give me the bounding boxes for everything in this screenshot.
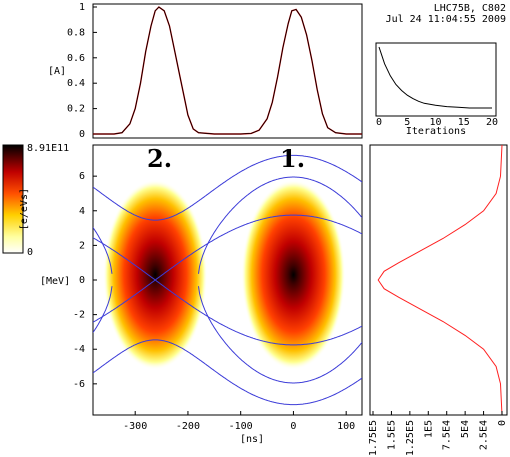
energy-line xyxy=(377,144,503,416)
profile-ytick-label: 0.6 xyxy=(67,53,85,64)
iterations-frame xyxy=(375,42,497,117)
phase-ytick-label: 2 xyxy=(79,240,85,251)
iterations-xtick-label: 15 xyxy=(458,117,470,128)
iterations-series-line xyxy=(378,46,492,109)
phase-xtick-label: 0 xyxy=(290,421,296,432)
energy-series-line xyxy=(377,144,503,416)
profile-series-line xyxy=(93,6,362,135)
energy-xtick-label: 1.25E5 xyxy=(405,420,416,456)
bunch-density xyxy=(103,179,208,370)
phase-xtick-label: 100 xyxy=(337,421,355,432)
separatrix-curve xyxy=(93,279,362,346)
profile-lines xyxy=(93,6,362,135)
profile-ytick-label: 0.4 xyxy=(67,78,85,89)
colorbar-min: 0 xyxy=(27,247,33,258)
colorbar-gradient xyxy=(2,144,24,254)
colorbar: 8.91E11 [e/eVs] 0 xyxy=(2,143,69,258)
separatrix-lines xyxy=(93,154,362,406)
header-line-2: Jul 24 11:04:55 2009 xyxy=(386,14,506,25)
profile-ytick-label: 0.8 xyxy=(67,27,85,38)
phase-xtick-label: -300 xyxy=(123,421,147,432)
separatrix-curve xyxy=(198,176,362,274)
profile-ylabel: [A] xyxy=(48,66,66,77)
separatrix-curve xyxy=(93,214,362,281)
bunch-label-2: 2. xyxy=(147,144,172,173)
energy-xtick-label: 7.5E4 xyxy=(442,420,453,450)
separatrix-curve xyxy=(93,227,113,274)
energy-x-ticks: 1.75E5 1.5E5 1.25E5 1E5 7.5E4 5E4 2.5E4 0 xyxy=(368,411,508,456)
phase-xtick-label: -200 xyxy=(176,421,200,432)
bunch-label-1: 1. xyxy=(280,144,305,173)
phase-ytick-label: 4 xyxy=(79,206,85,217)
iterations-x-ticks: 0 5 10 15 20 xyxy=(376,117,498,128)
energy-projection-panel: 1.75E5 1.5E5 1.25E5 1E5 7.5E4 5E4 2.5E4 0 xyxy=(368,144,508,456)
profile-ytick-label: 0.2 xyxy=(67,104,85,115)
profile-frame xyxy=(92,3,363,139)
energy-xtick-label: 1E5 xyxy=(423,420,434,438)
phase-ytick-label: -4 xyxy=(73,344,85,355)
iterations-panel: 0 5 10 15 20 Iterations xyxy=(375,42,498,137)
energy-xtick-label: 5E4 xyxy=(460,420,471,438)
energy-xtick-label: 2.5E4 xyxy=(479,420,490,450)
separatrix-curve xyxy=(198,286,362,384)
separatrix-curve xyxy=(93,286,113,333)
energy-xtick-label: 1.75E5 xyxy=(368,420,379,456)
separatrix-curve xyxy=(93,339,362,406)
phase-ylabel: [MeV] xyxy=(40,276,70,287)
profile-ytick-label: 0 xyxy=(79,129,85,140)
phase-ytick-label: 6 xyxy=(79,171,85,182)
bunch-density xyxy=(241,179,346,370)
iterations-xtick-label: 0 xyxy=(376,117,382,128)
iterations-lines xyxy=(378,46,492,109)
profile-y-ticks: 0 0.2 0.4 0.6 0.8 1 xyxy=(67,2,97,140)
phase-bunches xyxy=(103,179,346,370)
header-line-1: LHC75B, C802 xyxy=(434,3,506,14)
iterations-xtick-label: 10 xyxy=(429,117,441,128)
phase-y-ticks: -6 -4 -2 0 2 4 6 xyxy=(73,171,97,390)
energy-xtick-label: 1.5E5 xyxy=(386,420,397,450)
phase-x-ticks: -300 -200 -100 0 100 xyxy=(123,411,355,432)
phase-xtick-label: -100 xyxy=(229,421,253,432)
separatrix-curve xyxy=(93,154,362,221)
colorbar-max: 8.91E11 xyxy=(27,143,69,154)
energy-frame xyxy=(369,144,508,416)
energy-xtick-label: 0 xyxy=(497,420,508,426)
profile-panel: [A] 0 0.2 0.4 0.6 0.8 1 xyxy=(48,2,363,140)
phase-xlabel: [ns] xyxy=(240,434,264,445)
phase-space-panel: -6 -4 -2 0 2 4 6 -300 -200 -100 0 100 [MeV] [ns] 2… xyxy=(40,144,363,445)
colorbar-unit: [e/eVs] xyxy=(19,188,30,230)
phase-ytick-label: 0 xyxy=(79,275,85,286)
phase-ytick-label: -2 xyxy=(73,310,85,321)
profile-ytick-label: 1 xyxy=(79,2,85,13)
iterations-xtick-label: 5 xyxy=(404,117,410,128)
iterations-xtick-label: 20 xyxy=(486,117,498,128)
phase-ytick-label: -6 xyxy=(73,379,85,390)
iterations-xlabel: Iterations xyxy=(406,126,466,137)
